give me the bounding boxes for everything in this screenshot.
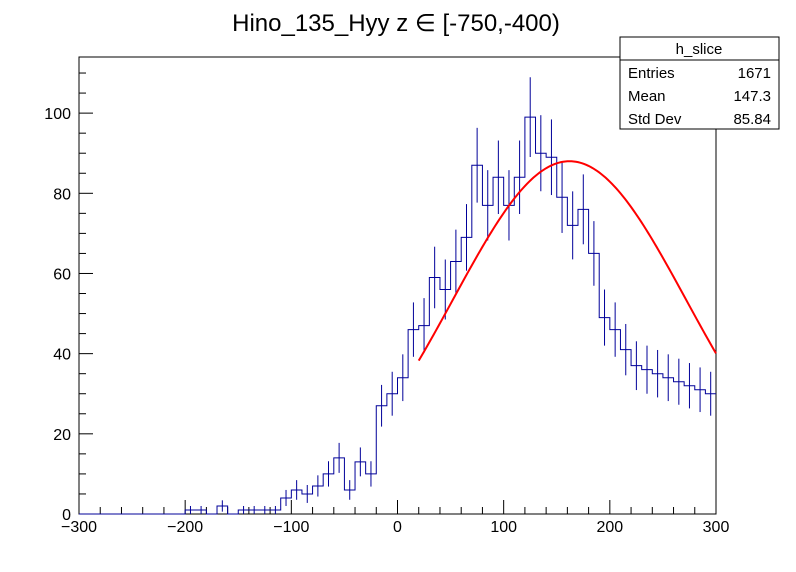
histogram-line: [79, 116, 716, 515]
x-tick-label: 200: [596, 519, 623, 536]
stats-box-frame: [619, 36, 780, 130]
x-tick-label: −100: [273, 519, 309, 536]
stats-entries-label: Entries: [628, 65, 675, 82]
y-tick-label: 40: [53, 347, 71, 364]
chart-title: Hino_135_Hyy z ∈ [-750,-400): [232, 10, 560, 37]
x-tick-label: −200: [167, 519, 203, 536]
y-tick-label: 80: [53, 186, 71, 203]
stats-box-title: h_slice: [676, 41, 723, 58]
x-tick-label: −300: [61, 519, 97, 536]
y-tick-label: 60: [53, 266, 71, 283]
y-tick-label: 0: [62, 507, 71, 524]
x-tick-label: 0: [393, 519, 402, 536]
stats-entries-value: 1671: [738, 65, 771, 82]
stats-mean-value: 147.3: [733, 88, 771, 105]
fit-series: [417, 160, 717, 362]
stats-box: h_slice Entries 1671 Mean 147.3 Std Dev …: [619, 36, 780, 130]
error-bars: [189, 77, 712, 514]
stats-mean-label: Mean: [628, 88, 666, 105]
y-tick-label: 20: [53, 427, 71, 444]
x-tick-label: 100: [490, 519, 517, 536]
stats-stddev-label: Std Dev: [628, 111, 682, 128]
histogram-series: [79, 116, 716, 515]
x-tick-label: 300: [703, 519, 730, 536]
fit-curve: [417, 160, 717, 362]
stats-stddev-value: 85.84: [733, 111, 771, 128]
axes-group: −300 −200 −100 0 100 200 300 0 20 40 60 80 100: [44, 72, 730, 536]
y-tick-label: 100: [44, 106, 71, 123]
